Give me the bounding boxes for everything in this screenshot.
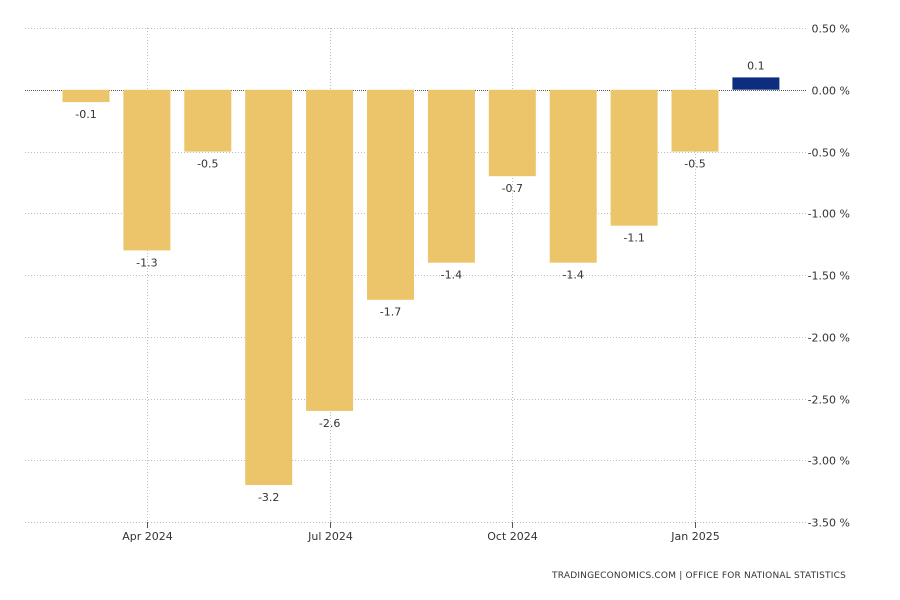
data-label: -0.5	[197, 158, 218, 171]
y-tick-label: -1.50 %	[808, 270, 850, 283]
data-label: -0.1	[75, 108, 96, 121]
bar	[123, 89, 171, 251]
data-label: -0.7	[502, 182, 523, 195]
bar	[427, 89, 475, 263]
bar	[184, 89, 232, 152]
data-label: -1.4	[441, 269, 462, 282]
bar-latest	[732, 77, 780, 90]
y-tick-label: -3.50 %	[808, 517, 850, 530]
bar	[62, 89, 110, 103]
y-tick-label: 0.00 %	[812, 85, 850, 98]
y-tick-label: -2.50 %	[808, 394, 850, 407]
source-credit: TRADINGECONOMICS.COM | OFFICE FOR NATION…	[552, 571, 846, 581]
data-label: 0.1	[747, 59, 765, 72]
x-tick-label: Jan 2025	[670, 530, 719, 543]
data-labels: -0.1 -1.3 -0.5 -3.2 -2.6 -1.7 -1.4 -0.7 -1.4 -1.1…	[75, 59, 764, 504]
bar	[488, 89, 536, 177]
bar	[245, 89, 293, 486]
bar	[671, 89, 719, 152]
bar	[610, 89, 658, 226]
y-tick-label: -0.50 %	[808, 147, 850, 160]
bar	[367, 89, 414, 300]
data-label: -1.3	[136, 256, 157, 269]
data-label: -1.7	[380, 306, 401, 319]
x-axis: Apr 2024 Jul 2024 Oct 2024 Jan 2025	[122, 522, 720, 543]
bar	[306, 89, 354, 411]
y-tick-label: 0.50 %	[812, 23, 850, 36]
data-label: -2.6	[319, 417, 340, 430]
y-axis: 0.50 % 0.00 % -0.50 % -1.00 % -1.50 % -2.00 %…	[808, 23, 850, 530]
data-label: -1.1	[623, 232, 644, 245]
data-label: -1.4	[562, 269, 583, 282]
data-label: -0.5	[684, 158, 705, 171]
x-tick-label: Apr 2024	[122, 530, 173, 543]
x-tick-label: Oct 2024	[487, 530, 538, 543]
x-tick-label: Jul 2024	[307, 530, 353, 543]
y-tick-label: -1.00 %	[808, 208, 850, 221]
y-tick-label: -3.00 %	[808, 455, 850, 468]
bar	[549, 89, 597, 263]
bars	[62, 77, 780, 486]
data-label: -3.2	[258, 491, 279, 504]
y-tick-label: -2.00 %	[808, 332, 850, 345]
